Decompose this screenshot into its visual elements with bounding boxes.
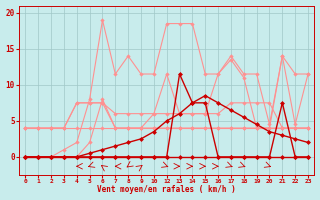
X-axis label: Vent moyen/en rafales ( km/h ): Vent moyen/en rafales ( km/h ) xyxy=(97,185,236,194)
